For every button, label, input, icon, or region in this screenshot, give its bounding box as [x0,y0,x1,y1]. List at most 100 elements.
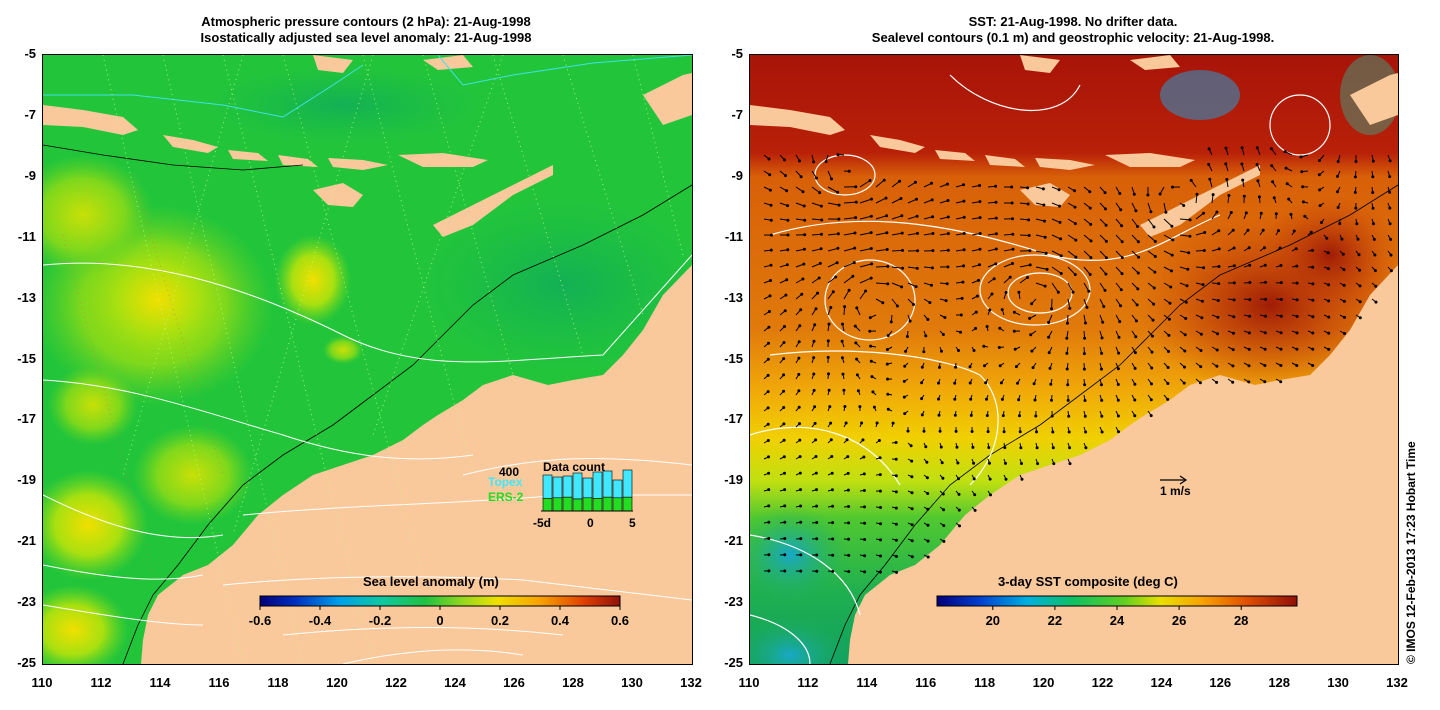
velocity-arrow-head [1047,351,1051,355]
velocity-arrow-head [767,553,771,557]
velocity-arrow-head [1224,162,1228,166]
velocity-arrow-head [847,521,851,525]
velocity-arrow-head [924,445,928,449]
velocity-arrow-head [1101,320,1105,324]
velocity-arrow-head [924,334,928,338]
velocity-arrow-head [786,248,790,252]
lat-tick-label: -17 [724,411,743,427]
velocity-arrow-head [926,492,930,495]
velocity-arrow-head [1358,268,1362,272]
velocity-arrow-head [1087,289,1091,293]
right-title-line2: Sealevel contours (0.1 m) and geostrophi… [871,30,1275,45]
velocity-arrow-head [894,457,898,461]
velocity-arrow-head [1248,263,1252,267]
velocity-arrow-head [847,553,851,557]
velocity-arrow-head [985,397,988,401]
velocity-arrow-head [1153,270,1157,274]
velocity-arrow-head [1285,182,1289,186]
velocity-arrow-head [1232,298,1236,302]
velocity-arrow [811,262,821,268]
ers2-bar [592,498,603,512]
velocity-arrow-head [894,441,898,444]
velocity-arrow-head [930,266,934,270]
velocity-arrow-head [1152,225,1156,229]
velocity-arrow-head [1336,206,1340,209]
velocity-arrow-head [1066,321,1069,325]
velocity-arrow-head [863,538,867,541]
topex-legend: Topex [488,475,523,489]
velocity-arrow-head [1182,204,1186,207]
velocity-arrow [875,215,887,220]
velocity-arrow-head [1255,163,1259,166]
velocity-arrow-head [815,488,818,492]
velocity-arrow-head [1372,237,1376,241]
velocity-arrow-head [968,381,972,385]
velocity-arrow-head [1183,349,1187,353]
velocity-arrow-head [814,471,818,475]
data-count-max: 400 [499,465,519,479]
velocity-arrow-head [891,421,895,425]
velocity-arrow-head [941,476,945,480]
velocity-arrow-head [1100,367,1103,371]
velocity-arrow-head [1104,207,1107,211]
velocity-arrow [875,249,888,252]
velocity-arrow-head [853,231,857,235]
velocity-arrow-head [894,522,898,526]
velocity-arrow-head [997,346,1001,349]
velocity-arrow-head [1199,365,1203,369]
velocity-arrow-head [1166,382,1170,385]
velocity-arrow-head [1284,166,1288,170]
velocity-arrow-head [1020,477,1024,481]
velocity-arrow [1019,277,1028,284]
velocity-arrow [1083,282,1090,292]
velocity-arrow-head [1153,255,1157,258]
velocity-arrow-head [1353,175,1357,179]
ers2-bar [562,496,573,512]
velocity-arrow-head [1389,269,1393,273]
velocity-arrow-head [1030,349,1034,353]
velocity-arrow-head [784,174,787,178]
velocity-arrow-head [1320,221,1323,224]
velocity-arrow-head [1342,299,1346,303]
lon-tick-label: 128 [1268,675,1291,690]
velocity-arrow-head [846,455,850,459]
velocity-arrow-head [1229,211,1233,214]
velocity-arrow-head [798,438,802,442]
lat-tick-label: -9 [24,167,36,183]
velocity-arrow-head [786,204,789,208]
velocity-arrow-head [1215,364,1219,368]
velocity-arrow-head [974,326,978,330]
velocity-arrow-head [812,356,816,360]
velocity-arrow-head [797,340,801,344]
velocity-arrow [859,248,872,252]
velocity-arrow-head [978,184,982,187]
velocity-arrow-head [1166,397,1170,401]
velocity-arrow-head [769,248,773,252]
ers2-bar [622,496,633,512]
velocity-arrow-head [1215,348,1219,352]
velocity-arrow-head [1295,298,1299,302]
velocity-arrow-head [926,507,930,511]
velocity-arrow-head [886,392,890,396]
velocity-arrow-head [1261,228,1265,232]
velocity-arrow [1195,212,1204,220]
velocity-arrow-head [959,313,963,317]
velocity-arrow-head [863,521,867,525]
velocity-arrow-head [783,325,786,328]
velocity-arrow-head [940,461,944,465]
velocity-arrow-head [1073,222,1077,226]
velocity-arrow-head [1020,462,1023,465]
velocity-arrow-head [1295,364,1299,367]
velocity-arrow-head [1326,267,1330,271]
velocity-arrow-head [1303,214,1307,218]
velocity-arrow-head [826,355,830,359]
velocity-arrow-head [972,461,976,465]
velocity-arrow-head [914,180,917,184]
velocity-arrow-head [1065,336,1069,340]
velocity-arrow-head [1049,382,1053,386]
velocity-arrow-head [1283,150,1287,154]
velocity-arrow-head [1136,287,1140,291]
velocity-arrow-head [766,439,770,442]
lon-tick-label: 116 [915,675,937,690]
velocity-arrow-head [783,471,786,475]
